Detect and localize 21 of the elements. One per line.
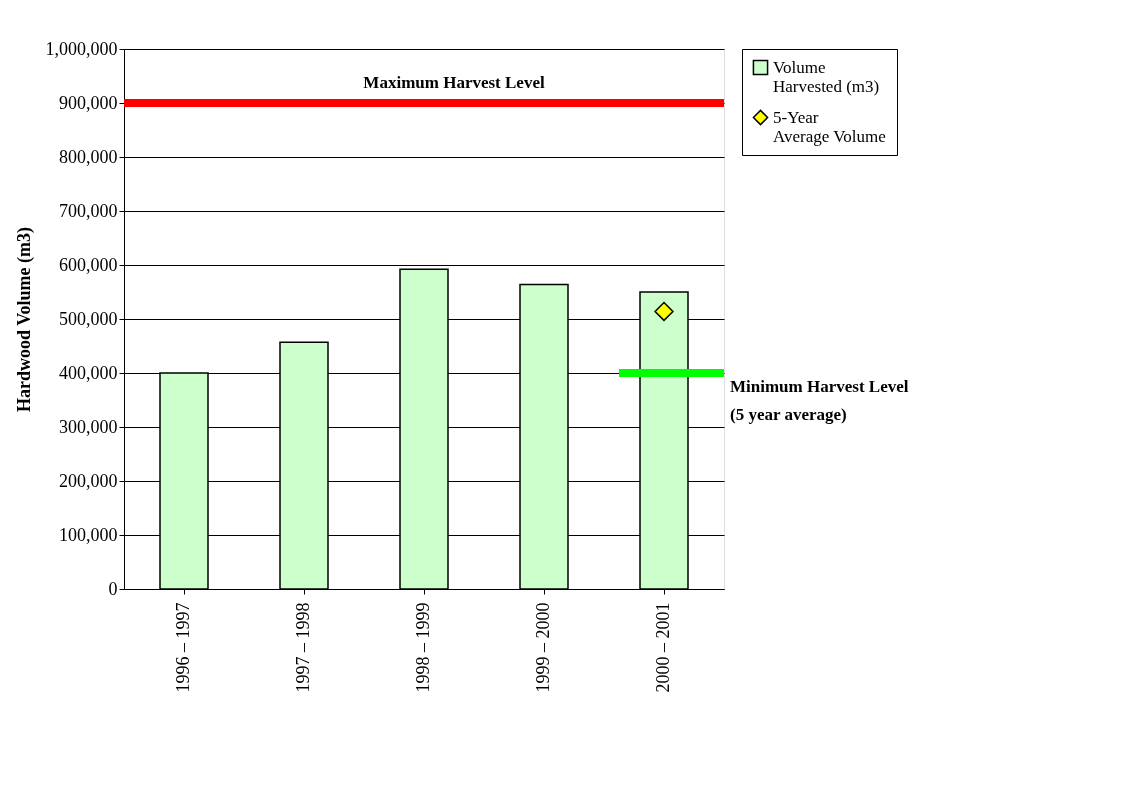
y-axis-title: Hardwood Volume (m3) (13, 226, 35, 413)
y-tick-label: 200,000 (59, 470, 118, 491)
x-tick-label: 1999 – 2000 (533, 602, 553, 693)
y-tick-label: 800,000 (59, 146, 118, 167)
y-tick-label: 0 (108, 578, 118, 599)
y-tick-label: 500,000 (59, 308, 118, 329)
y-tick-label: 1,000,000 (45, 38, 118, 59)
x-tick-label: 2000 – 2001 (653, 602, 673, 693)
ref-line-label: Minimum Harvest Level (5 year average) (730, 377, 909, 424)
y-tick-label: 600,000 (59, 254, 118, 275)
y-tick-label: 300,000 (59, 416, 118, 437)
x-tick-label: 1997 – 1998 (293, 602, 313, 693)
y-tick-label: 700,000 (59, 200, 118, 221)
x-tick-label: 1998 – 1999 (413, 602, 433, 693)
ref-line-label: Maximum Harvest Level (363, 73, 545, 92)
y-tick-label: 400,000 (59, 362, 118, 383)
y-tick-label: 100,000 (59, 524, 118, 545)
legend-label: 5-Year Average Volume (773, 107, 886, 146)
legend-label: Volume Harvested (m3) (773, 57, 880, 96)
y-tick-label: 900,000 (59, 92, 118, 113)
x-tick-label: 1996 – 1997 (173, 602, 193, 693)
